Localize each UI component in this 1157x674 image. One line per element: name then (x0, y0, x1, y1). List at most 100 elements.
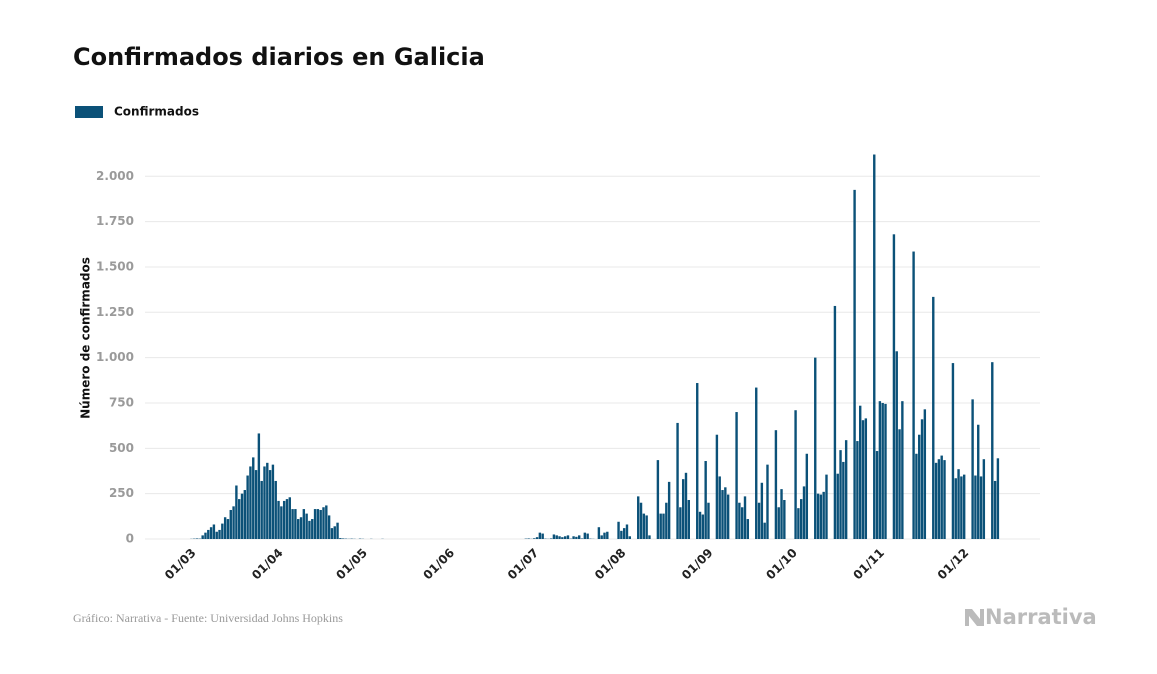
legend-swatch (75, 106, 103, 118)
bar (313, 509, 317, 539)
bar (218, 529, 221, 539)
bar (783, 500, 786, 539)
bar (873, 154, 876, 539)
bar (974, 475, 977, 539)
bar (656, 460, 660, 539)
bar (763, 522, 766, 539)
bar (336, 522, 339, 539)
bar (597, 527, 601, 539)
bar (330, 528, 334, 539)
bar (274, 480, 277, 539)
y-tick-label: 1.000 (96, 350, 134, 364)
bar (687, 500, 690, 539)
bar (215, 531, 218, 539)
bar (561, 537, 564, 539)
bar (549, 538, 553, 539)
bar (816, 493, 820, 539)
bar (774, 430, 778, 539)
bar (311, 519, 314, 539)
bar (684, 472, 688, 539)
bar (266, 462, 269, 539)
bar (583, 532, 587, 539)
bar (805, 453, 809, 539)
bar (951, 363, 955, 539)
bar (229, 509, 232, 539)
bar (637, 496, 640, 539)
bar (648, 535, 651, 539)
bar (617, 521, 620, 539)
bar (333, 526, 336, 539)
bar (934, 462, 938, 539)
bar (721, 490, 724, 539)
bar (920, 419, 924, 539)
bar (726, 494, 730, 539)
bar (606, 531, 609, 539)
x-tick-label: 01/06 (421, 546, 458, 583)
bar (254, 470, 258, 539)
bar (299, 517, 303, 539)
bar (226, 519, 230, 539)
bar (527, 538, 530, 539)
bar (277, 500, 280, 539)
bar (971, 399, 974, 539)
bar (954, 478, 957, 539)
x-tick-label: 01/04 (249, 546, 286, 583)
x-tick-label: 01/11 (850, 546, 887, 583)
bar (822, 491, 825, 539)
bar (875, 451, 879, 539)
bar (715, 434, 719, 539)
y-tick-label: 750 (109, 395, 134, 409)
bar (285, 499, 289, 539)
bar (861, 420, 865, 539)
bar (308, 520, 311, 539)
logo-text: Narrativa (985, 605, 1097, 629)
bar (895, 351, 898, 539)
bar (859, 405, 862, 539)
bar (842, 461, 845, 539)
bar (628, 536, 631, 539)
bar (878, 401, 882, 539)
bar (993, 480, 997, 539)
bar (291, 509, 294, 539)
bar (535, 537, 539, 539)
bar (243, 490, 247, 539)
bar (853, 189, 856, 539)
bar (622, 528, 626, 539)
bar (572, 536, 575, 539)
bar (209, 527, 213, 539)
bar (932, 296, 935, 539)
bar (221, 523, 224, 539)
bar (302, 509, 306, 539)
bar (892, 234, 896, 540)
chart-title: Confirmados diarios en Galicia (73, 43, 485, 71)
bar (957, 469, 960, 539)
bar (991, 362, 994, 539)
source-note: Gráfico: Narrativa - Fuente: Universidad… (73, 611, 343, 625)
bar (339, 538, 342, 539)
x-tick-label: 01/12 (935, 546, 972, 583)
bar (937, 459, 941, 539)
bar (707, 502, 710, 539)
bar (252, 457, 255, 539)
bar (864, 418, 868, 539)
legend-label: Confirmados (114, 105, 199, 119)
y-axis-label: Número de confirmados (79, 257, 93, 419)
bar (268, 470, 272, 539)
bar (982, 459, 986, 539)
bar (541, 533, 544, 539)
bar (814, 357, 817, 539)
bar (780, 489, 783, 539)
bar (642, 513, 646, 539)
bar (667, 481, 671, 539)
bar (625, 524, 629, 539)
y-tick-label: 1.750 (96, 214, 134, 228)
bar (979, 476, 983, 539)
bar (833, 305, 837, 539)
bar (898, 429, 901, 539)
bar (881, 402, 884, 539)
bar (555, 535, 558, 539)
y-tick-label: 1.250 (96, 305, 134, 319)
bar (288, 497, 291, 539)
bar (844, 440, 848, 539)
